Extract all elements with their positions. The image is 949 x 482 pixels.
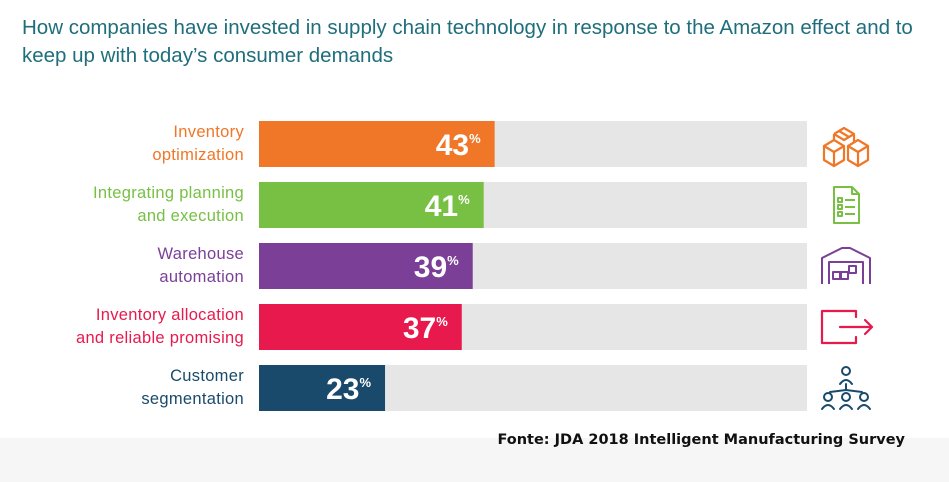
export-arrow-icon	[820, 309, 874, 345]
category-label: Customer segmentation	[141, 367, 244, 408]
category-label: Warehouse automation	[158, 245, 244, 286]
category-label: Inventory allocation and reliable promisi…	[76, 306, 244, 347]
source-note: Fonte: JDA 2018 Intelligent Manufacturin…	[497, 432, 905, 448]
bar	[259, 365, 386, 411]
org-network-icon	[821, 366, 871, 410]
bar	[259, 304, 462, 350]
bar-group: 43% Inventory optimization	[152, 121, 870, 168]
category-label: Inventory optimization	[152, 123, 244, 164]
bar	[259, 121, 495, 167]
footer-band	[0, 438, 949, 482]
chart-title: How companies have invested in supply ch…	[22, 16, 913, 67]
bar-group: 39% Warehouse automation	[158, 243, 871, 289]
category-label: Integrating planning and execution	[93, 184, 244, 225]
data-label: 39%	[414, 251, 459, 284]
bar-chart: 43% Inventory optimization 41% Integrating p…	[76, 121, 874, 411]
bar	[259, 243, 473, 289]
bar-group: 37% Inventory allocation and reliable prom…	[76, 304, 874, 350]
data-label: 43%	[436, 129, 481, 162]
warehouse-icon	[821, 247, 871, 284]
checklist-document-icon	[833, 186, 860, 224]
data-label: 41%	[425, 190, 470, 223]
boxes-icon	[822, 126, 870, 168]
bar	[259, 182, 484, 228]
bar-group: 23% Customer segmentation	[141, 365, 871, 411]
data-label: 37%	[403, 312, 448, 345]
data-label: 23%	[326, 373, 371, 406]
bar-group: 41% Integrating planning and execution	[93, 182, 860, 228]
